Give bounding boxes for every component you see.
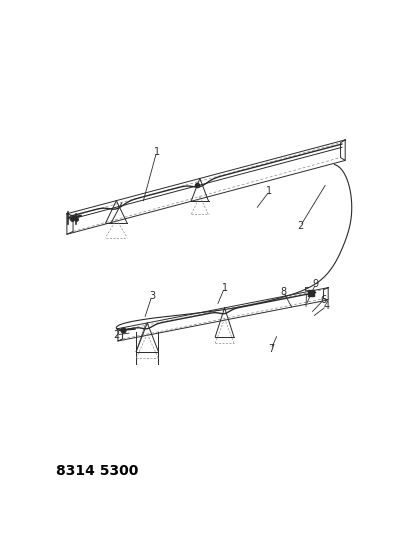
Text: 4: 4 [324, 301, 330, 311]
Text: 6: 6 [320, 295, 327, 305]
Text: 2: 2 [297, 221, 304, 231]
Text: 1: 1 [221, 282, 228, 293]
Text: 7: 7 [268, 344, 274, 354]
Text: 8314 5300: 8314 5300 [56, 464, 138, 478]
Text: 8: 8 [280, 287, 286, 297]
Text: 1: 1 [267, 186, 273, 196]
Text: 2: 2 [113, 330, 119, 340]
Text: 5: 5 [303, 287, 310, 297]
Text: 3: 3 [149, 291, 155, 301]
Text: 9: 9 [313, 279, 319, 288]
Text: 1: 1 [154, 147, 160, 157]
